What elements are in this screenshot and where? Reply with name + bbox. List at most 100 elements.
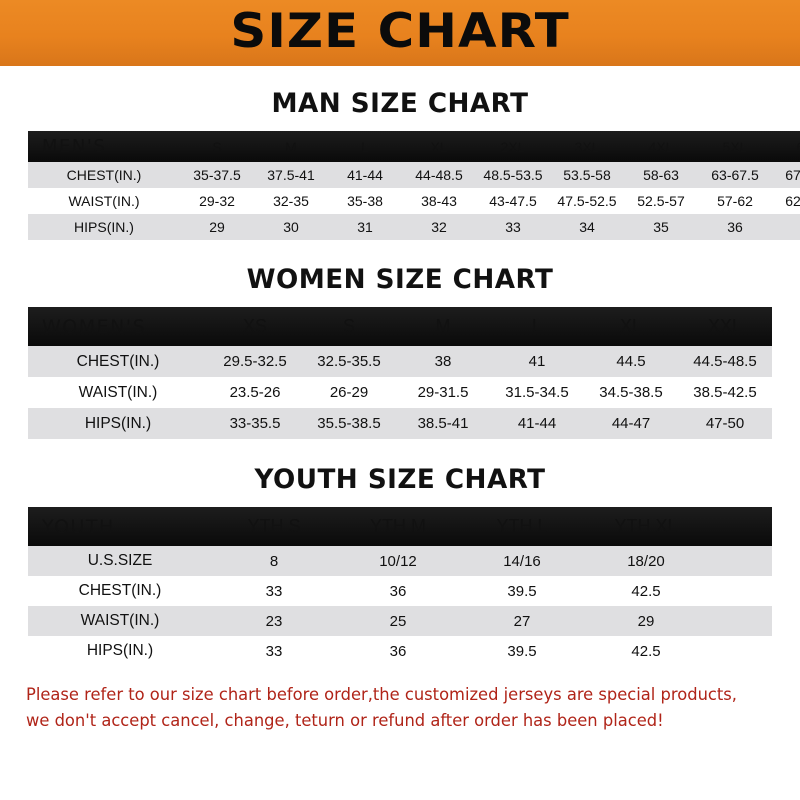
women-col-header: XS (242, 316, 267, 336)
men-size-table: MEN'S S M L XL 2XL 3XL 4XL 5XL 6XL CHEST… (28, 131, 800, 240)
women-corner-label: WOMEN'S (42, 315, 147, 338)
table-cell: 26-29 (329, 384, 369, 401)
table-cell: 35-38 (347, 193, 383, 209)
table-cell: 41-44 (517, 415, 557, 432)
row-label: HIPS(IN.) (86, 642, 154, 659)
table-cell: 38.5-42.5 (693, 384, 757, 401)
table-cell: 23 (265, 612, 283, 630)
row-spacer (708, 546, 772, 576)
women-table-wrapper: WOMEN'S XS S M L XL XXL CHEST(IN.) 29.5-… (28, 307, 772, 439)
men-table-header-row: MEN'S S M L XL 2XL 3XL 4XL 5XL 6XL (28, 131, 800, 162)
row-label: WAIST(IN.) (78, 383, 158, 401)
youth-table-header-row: YOUTH YTH S YTH M YTH L YTH XL (28, 507, 772, 546)
table-cell: 29 (637, 612, 655, 630)
table-cell: 44-48.5 (415, 167, 463, 183)
table-cell: 10/12 (379, 552, 417, 570)
table-cell: 36 (727, 219, 743, 235)
men-col-header: 5XL (722, 138, 748, 155)
row-spacer (708, 606, 772, 636)
table-cell: 29.5-32.5 (223, 353, 287, 370)
table-cell: 33 (265, 582, 283, 600)
youth-header-spacer (708, 507, 772, 546)
women-col-header: XL (619, 316, 643, 336)
table-cell: 53.5-58 (563, 167, 611, 183)
table-cell: 39.5 (507, 642, 537, 660)
row-label: WAIST(IN.) (80, 612, 160, 629)
row-label: HIPS(IN.) (84, 414, 152, 432)
men-table-wrapper: MEN'S S M L XL 2XL 3XL 4XL 5XL 6XL CHEST… (28, 131, 800, 240)
table-cell: 52.5-57 (637, 193, 685, 209)
table-cell: 32 (431, 219, 447, 235)
table-cell: 31 (357, 219, 373, 235)
men-col-header: S (212, 138, 222, 155)
table-cell: 32-35 (273, 193, 309, 209)
table-cell: 43-47.5 (489, 193, 537, 209)
table-cell: 29 (209, 219, 225, 235)
youth-section-title: YOUTH SIZE CHART (254, 464, 546, 495)
table-cell: 41 (528, 353, 546, 370)
table-cell: 29-31.5 (417, 384, 469, 401)
table-cell: 39.5 (507, 582, 537, 600)
men-col-header: 6XL (772, 131, 800, 162)
table-row: HIPS(IN.) 33 36 39.5 42.5 (28, 636, 772, 666)
order-disclaimer: Please refer to our size chart before or… (26, 685, 737, 732)
table-cell: 31.5-34.5 (505, 384, 569, 401)
women-col-header: M (435, 316, 451, 336)
youth-col-header: YTH M (370, 516, 426, 536)
table-cell: 38 (434, 353, 452, 370)
table-cell: 38-43 (421, 193, 457, 209)
table-cell: 34.5-38.5 (599, 384, 663, 401)
table-cell: 44.5-48.5 (693, 353, 757, 370)
table-cell: 18/20 (627, 552, 665, 570)
table-cell: 57-62 (717, 193, 753, 209)
women-col-header: L (531, 316, 542, 336)
table-row: U.S.SIZE 8 10/12 14/16 18/20 (28, 546, 772, 576)
women-col-header: S (342, 316, 355, 336)
row-label: HIPS(IN.) (74, 219, 134, 235)
table-cell: 8 (269, 552, 279, 570)
table-cell: 36 (389, 582, 407, 600)
table-cell: 48.5-53.5 (483, 167, 543, 183)
table-row: CHEST(IN.) 35-37.5 37.5-41 41-44 44-48.5… (28, 162, 800, 188)
table-cell: 41-44 (347, 167, 383, 183)
youth-table-wrapper: YOUTH YTH S YTH M YTH L YTH XL U.S.SIZE … (28, 507, 772, 666)
table-cell: 33 (505, 219, 521, 235)
men-col-header: 2XL (500, 138, 526, 155)
men-col-header: L (361, 138, 369, 155)
men-corner-label: MEN'S (42, 136, 107, 157)
row-spacer (708, 576, 772, 606)
table-cell: 27 (513, 612, 531, 630)
table-cell: 33 (265, 642, 283, 660)
table-cell: 34 (579, 219, 595, 235)
row-label: WAIST(IN.) (68, 193, 140, 209)
table-row: HIPS(IN.) 33-35.5 35.5-38.5 38.5-41 41-4… (28, 408, 772, 439)
table-cell: 47-50 (705, 415, 745, 432)
table-cell: 36 (389, 642, 407, 660)
table-cell: 30 (283, 219, 299, 235)
table-cell: 42.5 (631, 582, 661, 600)
table-row: HIPS(IN.) 29 30 31 32 33 34 35 36 37 (28, 214, 800, 240)
table-row: CHEST(IN.) 33 36 39.5 42.5 (28, 576, 772, 606)
row-label: CHEST(IN.) (76, 352, 160, 370)
table-cell: 23.5-26 (229, 384, 281, 401)
row-label: CHEST(IN.) (78, 582, 162, 599)
table-row: WAIST(IN.) 23 25 27 29 (28, 606, 772, 636)
table-row: WAIST(IN.) 29-32 32-35 35-38 38-43 43-47… (28, 188, 800, 214)
men-col-header: M (285, 138, 297, 155)
size-chart-banner: SIZE CHART (0, 0, 800, 66)
table-cell: 63-67.5 (711, 167, 759, 183)
women-section-title: WOMEN SIZE CHART (246, 264, 554, 295)
table-cell: 29-32 (199, 193, 235, 209)
men-col-header: 4XL (648, 138, 674, 155)
table-cell: 42.5 (631, 642, 661, 660)
women-col-header: XXL (707, 316, 743, 336)
men-section-title: MAN SIZE CHART (271, 88, 529, 119)
women-table-header-row: WOMEN'S XS S M L XL XXL (28, 307, 772, 346)
table-cell: 33-35.5 (229, 415, 281, 432)
youth-col-header: YTH S (247, 516, 301, 536)
row-label: CHEST(IN.) (66, 167, 142, 183)
youth-col-header: YTH L (496, 516, 548, 536)
youth-col-header: YTH XL (614, 516, 678, 536)
women-size-table: WOMEN'S XS S M L XL XXL CHEST(IN.) 29.5-… (28, 307, 772, 439)
youth-corner-label: YOUTH (42, 515, 115, 538)
